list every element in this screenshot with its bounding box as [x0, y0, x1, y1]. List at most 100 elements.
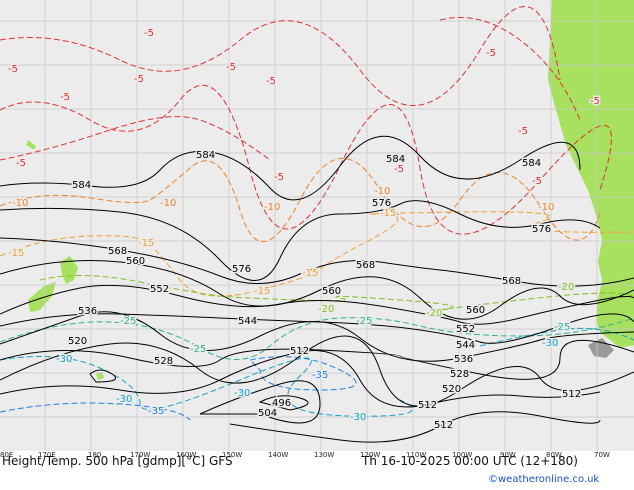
- height-label: 576: [232, 264, 251, 275]
- temp-label: -15: [254, 286, 270, 297]
- temp-label: -5: [16, 158, 26, 169]
- new-zealand-south: [28, 282, 56, 312]
- longitude-label: 90W: [500, 451, 516, 459]
- temp-label: -35: [148, 406, 164, 417]
- height-label: 576: [532, 224, 551, 235]
- temp-contour-minus5-c: [0, 116, 271, 161]
- height-contour-low-small: [89, 369, 116, 383]
- height-contour-496: [258, 395, 309, 411]
- height-label: 512: [562, 389, 581, 400]
- temp-label: -20: [558, 282, 574, 293]
- temp-label: -5: [394, 164, 404, 175]
- longitude-label: 130W: [314, 451, 335, 459]
- temp-label: -5: [274, 172, 284, 183]
- chatham-island: [96, 372, 104, 380]
- height-contour-560: [0, 260, 634, 320]
- temp-label: -15: [380, 208, 396, 219]
- temperature-labels: -5 -5 -5 -5 -5 -5 -5 -5 -5 -5 -5 -5 -5 -…: [7, 27, 602, 425]
- temp-label: -10: [12, 198, 28, 209]
- temp-label: -5: [144, 28, 154, 39]
- longitude-label: 100W: [452, 451, 473, 459]
- temp-label: -5: [486, 48, 496, 59]
- temp-contour-minus35-b: [248, 356, 357, 391]
- ocean-background: [0, 0, 634, 451]
- longitude-label: 170W: [130, 451, 151, 459]
- longitude-label: 80W: [546, 451, 562, 459]
- height-label: 536: [78, 306, 97, 317]
- credit-link[interactable]: ©weatheronline.co.uk: [488, 474, 600, 485]
- height-contour-528: [0, 339, 634, 380]
- longitude-label: 140W: [268, 451, 289, 459]
- temp-label: -30: [116, 394, 132, 405]
- height-label: 584: [72, 180, 91, 191]
- temp-label: -25: [356, 316, 372, 327]
- temp-label: -15: [8, 248, 24, 259]
- temp-contour-minus25: [0, 317, 634, 360]
- longitude-label: 170E: [38, 451, 56, 459]
- temp-label: -30: [234, 388, 250, 399]
- temp-label: -10: [538, 202, 554, 213]
- temp-label: -20: [318, 304, 334, 315]
- height-label: 512: [418, 400, 437, 411]
- temp-contour-minus30: [0, 355, 413, 417]
- temp-label: -25: [554, 322, 570, 333]
- height-label: 560: [466, 305, 485, 316]
- new-caledonia: [26, 140, 36, 150]
- temp-label: -30: [542, 338, 558, 349]
- longitude-label: 160W: [176, 451, 197, 459]
- longitude-label: 150W: [222, 451, 243, 459]
- temp-label: -5: [134, 74, 144, 85]
- height-contour-504: [199, 380, 321, 424]
- height-label: 584: [522, 158, 541, 169]
- temp-label: -5: [590, 96, 600, 107]
- temp-label: -10: [264, 202, 280, 213]
- temp-label: -5: [60, 92, 70, 103]
- height-contour-584: [0, 135, 581, 201]
- height-labels: 584 584 584 584 576 576 576 568 568 568 …: [67, 149, 583, 433]
- height-label: 496: [272, 398, 291, 409]
- temp-label: -25: [120, 316, 136, 327]
- height-label: 544: [456, 340, 475, 351]
- height-contour-568: [0, 237, 634, 287]
- temp-label: -30: [350, 412, 366, 423]
- height-label: 568: [502, 276, 521, 287]
- longitude-label: 120W: [360, 451, 381, 459]
- height-contours: [0, 135, 634, 443]
- temp-contour-minus5-d: [439, 17, 581, 121]
- longitude-label: 110W: [406, 451, 427, 459]
- valid-time: Th 16-10-2025 00:00 UTC (12+180): [362, 454, 578, 468]
- new-zealand-north: [60, 256, 78, 284]
- longitude-label: 80E: [0, 451, 14, 459]
- temp-label: -30: [56, 354, 72, 365]
- temp-contour-minus30-b: [479, 327, 634, 347]
- temp-label: -10: [160, 198, 176, 209]
- height-label: 584: [386, 154, 405, 165]
- temp-contour-minus15: [0, 211, 634, 297]
- height-contour-512: [0, 350, 601, 408]
- temp-label: -5: [518, 126, 528, 137]
- temperature-contours: [0, 6, 634, 421]
- height-label: 552: [456, 324, 475, 335]
- longitude-label: 70W: [594, 451, 610, 459]
- temp-contour-minus10: [0, 158, 601, 242]
- temp-label: -5: [226, 62, 236, 73]
- height-label: 552: [150, 284, 169, 295]
- temp-label: -15: [138, 238, 154, 249]
- south-america-land: [548, 0, 634, 348]
- temp-label: -5: [8, 64, 18, 75]
- height-contour-552: [0, 284, 634, 325]
- height-contour-520: [0, 335, 634, 407]
- height-label: 512: [434, 420, 453, 431]
- height-contour-512-b: [229, 411, 601, 443]
- temp-contour-minus5-b: [0, 84, 612, 235]
- temp-contour-minus20: [39, 274, 634, 312]
- height-label: 568: [356, 260, 375, 271]
- temp-label: -35: [312, 370, 328, 381]
- height-contour-536: [0, 311, 634, 362]
- height-label: 520: [68, 336, 87, 347]
- height-label: 576: [372, 198, 391, 209]
- map-title: Height/Temp. 500 hPa [gdmp][°C] GFS: [2, 454, 233, 468]
- height-label: 560: [322, 286, 341, 297]
- height-label: 528: [154, 356, 173, 367]
